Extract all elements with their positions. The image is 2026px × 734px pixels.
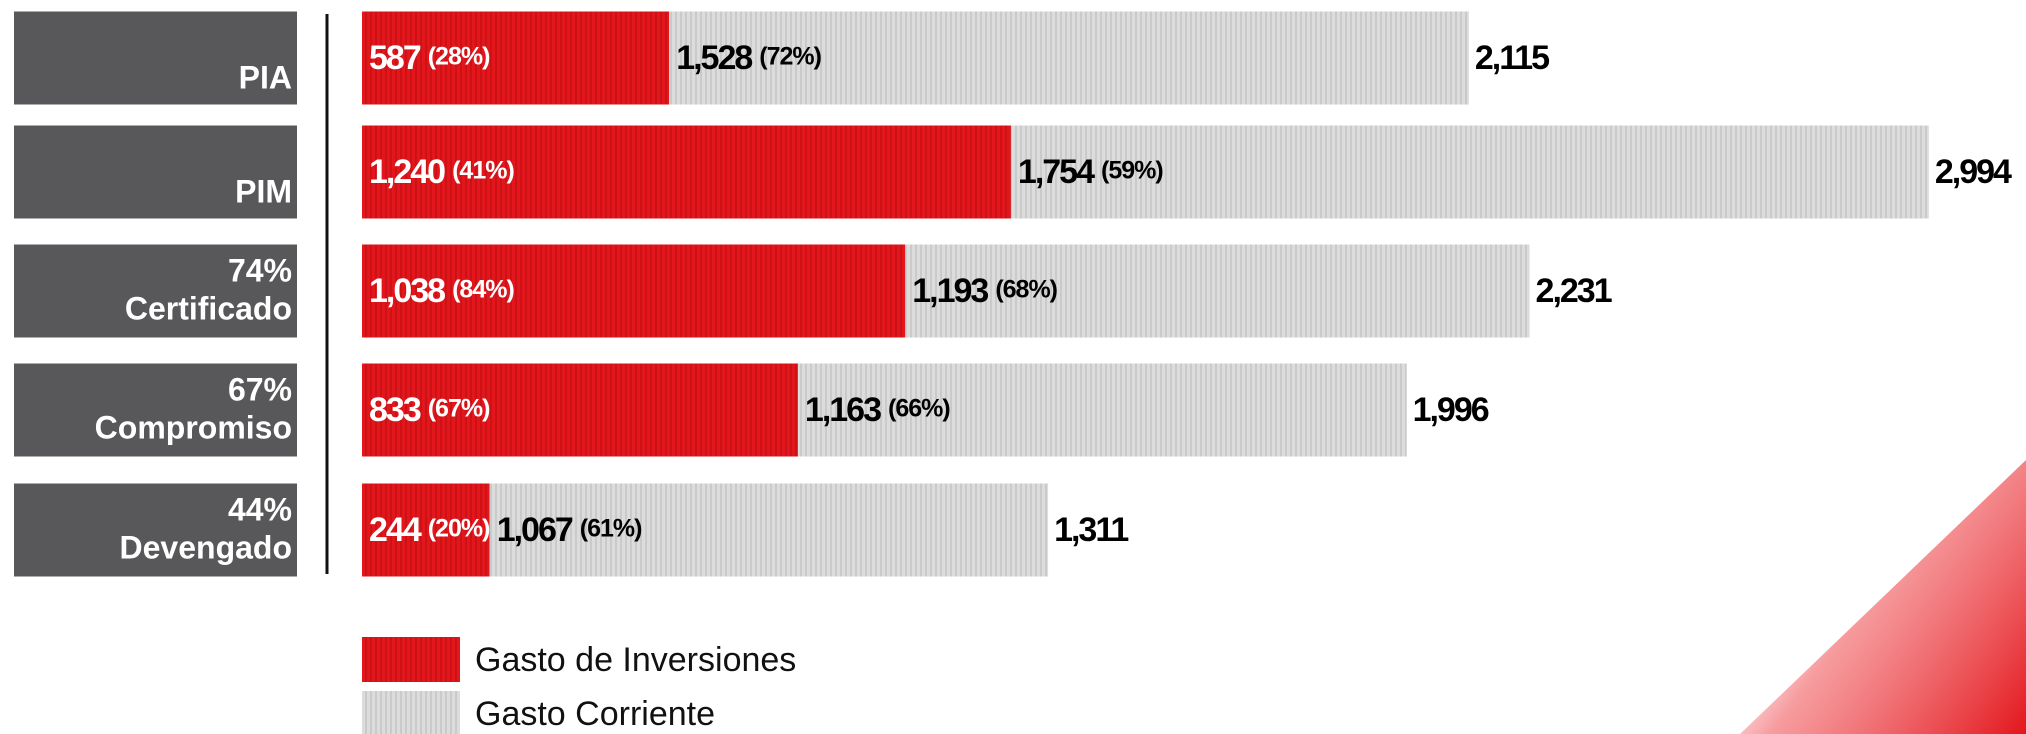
category-label: Compromiso [95,409,292,445]
bar [797,363,1407,457]
value-label: 1,528 [676,39,752,77]
category-label: Certificado [125,290,292,326]
legend-swatch [362,637,460,682]
value-label: 587 [369,39,421,77]
legend-label: Gasto Corriente [475,695,715,733]
legend-swatch [362,691,460,734]
value-label: 1,067 [497,511,573,549]
category-box [14,11,297,105]
bar [362,11,670,105]
value-label: 244 [369,511,422,549]
legend-label: Gasto de Inversiones [475,641,796,679]
category-box [14,125,297,219]
bar [362,244,906,338]
percent-label: (20%) [428,515,490,543]
percent-label: (59%) [1101,157,1163,185]
bar [1010,125,1929,219]
total-label: 2,115 [1475,39,1549,77]
percent-label: (67%) [428,395,490,423]
percent-label: (84%) [452,276,514,304]
category-note: 74% [228,252,292,288]
percent-label: (41%) [452,157,514,185]
value-label: 1,754 [1018,153,1095,191]
value-label: 1,163 [805,391,881,429]
category-note: 44% [228,491,292,527]
value-label: 1,240 [369,153,445,191]
category-label: PIA [239,59,292,95]
bar [362,483,490,577]
bar [362,363,798,457]
bar [669,11,1469,105]
value-label: 833 [369,391,421,429]
total-label: 1,311 [1054,511,1128,549]
bar [489,483,1049,577]
percent-label: (28%) [428,43,490,71]
category-label: Devengado [120,529,292,565]
decoration [1740,460,2026,734]
category-note: 67% [228,371,292,407]
total-label: 2,231 [1536,272,1612,310]
total-label: 2,994 [1935,153,2012,191]
bar [362,125,1011,219]
percent-label: (68%) [995,276,1057,304]
total-label: 1,996 [1413,391,1489,429]
bar [905,244,1530,338]
percent-label: (66%) [888,395,950,423]
value-label: 1,193 [912,272,988,310]
category-box [14,483,297,577]
category-box [14,244,297,338]
category-label: PIM [235,173,292,209]
value-label: 1,038 [369,272,445,310]
category-box [14,363,297,457]
percent-label: (61%) [580,515,642,543]
percent-label: (72%) [759,43,821,71]
